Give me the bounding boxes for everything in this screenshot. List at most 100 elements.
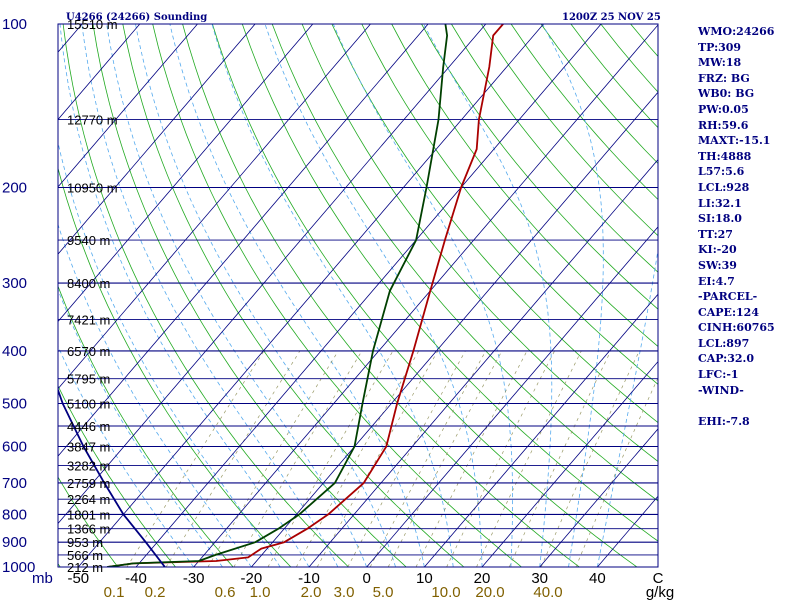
index-line: TH:4888	[698, 149, 752, 163]
height-label: 2759 m	[67, 476, 110, 491]
pressure-label: 800	[2, 506, 27, 523]
index-line: MW:18	[698, 56, 742, 70]
index-line: LFC:-1	[698, 368, 739, 382]
plot-frame	[57, 23, 659, 568]
isotherm	[539, 428, 658, 567]
isotherm	[481, 360, 658, 567]
pressure-label: 100	[2, 16, 27, 33]
index-line: LI:32.1	[698, 196, 742, 210]
index-line	[698, 398, 798, 414]
index-line: CAP:32.0	[698, 352, 755, 366]
index-line: SW:39	[698, 258, 737, 272]
mixing-ratio-label: 3.0	[334, 584, 355, 600]
height-label: 1366 m	[67, 522, 110, 537]
index-line: LCL:928	[698, 180, 750, 194]
height-label: 15510 m	[67, 17, 118, 32]
index-line: MAXT:-15.1	[698, 134, 771, 148]
height-label: 3847 m	[67, 440, 110, 455]
isotherm	[58, 24, 429, 457]
index-line: EHI:-7.8	[698, 414, 750, 428]
isotherm	[193, 24, 658, 567]
height-label: 9540 m	[67, 233, 110, 248]
isotherm	[58, 24, 314, 323]
pressure-label: 200	[2, 180, 27, 197]
height-label: 6570 m	[67, 344, 110, 359]
pressure-label: 700	[2, 475, 27, 492]
temperature-label: -20	[241, 570, 263, 587]
index-line: L57:5.6	[698, 165, 745, 179]
mixing-ratio-label: 5.0	[373, 584, 394, 600]
index-line: PW:0.05	[698, 102, 749, 116]
index-line: -WIND-	[698, 383, 744, 397]
temperature-label: 40	[589, 570, 606, 587]
index-line: -PARCEL-	[698, 290, 758, 304]
temperature-label: -40	[125, 570, 147, 587]
height-label: 10950 m	[67, 181, 118, 196]
height-label: 212 m	[67, 560, 103, 575]
height-label: 7421 m	[67, 312, 110, 327]
height-label: 8400 m	[67, 276, 110, 291]
pressure-label: 500	[2, 396, 27, 413]
temperature-label: 30	[531, 570, 548, 587]
index-line: LCL:897	[698, 336, 750, 350]
temperature-label: 10	[416, 570, 433, 587]
index-line: TT:27	[698, 227, 733, 241]
temperature-label: -10	[298, 570, 320, 587]
isotherm	[58, 24, 141, 121]
series-parcel-line	[58, 387, 166, 567]
mixing-ratio-unit-label: g/kg	[646, 584, 674, 600]
index-line: RH:59.6	[698, 118, 749, 132]
isotherm	[135, 24, 602, 567]
mixing-ratio-label: 2.0	[301, 584, 322, 600]
height-label: 3282 m	[67, 458, 110, 473]
mixing-ratio-label: 40.0	[533, 584, 562, 600]
profile-lines	[58, 24, 504, 567]
isotherm	[58, 24, 198, 188]
mixing-ratio-label: 10.0	[431, 584, 460, 600]
mixing-ratio-label: 1.0	[250, 584, 271, 600]
index-line: WB0: BG	[698, 87, 755, 101]
pressure-label: 400	[2, 343, 27, 360]
series-temperature-line	[107, 24, 504, 567]
temperature-label: 0	[363, 570, 371, 587]
pressure-label: 300	[2, 275, 27, 292]
pressure-label: 900	[2, 534, 27, 551]
height-label: 5100 m	[67, 397, 110, 412]
index-line: WMO:24266	[698, 25, 775, 38]
temperature-label: -30	[183, 570, 205, 587]
pressure-label: 1000	[2, 559, 35, 576]
pressure-label: 600	[2, 439, 27, 456]
index-line: SI:18.0	[698, 212, 742, 226]
index-line: CINH:60765	[698, 321, 775, 335]
index-line: EI:4.7	[698, 274, 735, 288]
height-label: 2264 m	[67, 492, 110, 507]
height-label: 953 m	[67, 535, 103, 550]
mixing-ratio-label: 0.6	[215, 584, 236, 600]
height-label: 566 m	[67, 548, 103, 563]
height-label: 4446 m	[67, 419, 110, 434]
height-label: 5795 m	[67, 372, 110, 387]
station-title: U4266 (24266) Sounding	[66, 12, 207, 23]
isotherm	[251, 91, 658, 567]
height-label: 12770 m	[67, 113, 118, 128]
valid-time: 1200Z 25 NOV 25	[562, 12, 661, 23]
index-line: CAPE:124	[698, 305, 759, 319]
mixing-ratio-label: 20.0	[475, 584, 504, 600]
series-dewpoint-line	[107, 24, 448, 567]
height-label: 1801 m	[67, 507, 110, 522]
pressure-unit-label: mb	[32, 570, 53, 587]
index-line: KI:-20	[698, 243, 737, 257]
isotherm	[366, 226, 658, 567]
isotherm	[58, 24, 256, 255]
index-line: FRZ: BG	[698, 71, 750, 85]
temperature-unit-label: C	[653, 570, 664, 587]
mixing-ratio-label: 0.2	[145, 584, 166, 600]
indices-panel: WMO:24266 TP:309 MW:18 FRZ: BG WB0: BG PW:0.0…	[698, 24, 798, 429]
isotherm	[308, 159, 658, 567]
mixing-ratio-label: 0.1	[104, 584, 125, 600]
index-line: TP:309	[698, 40, 742, 54]
isotherm	[424, 293, 658, 567]
isotherm	[77, 24, 544, 567]
